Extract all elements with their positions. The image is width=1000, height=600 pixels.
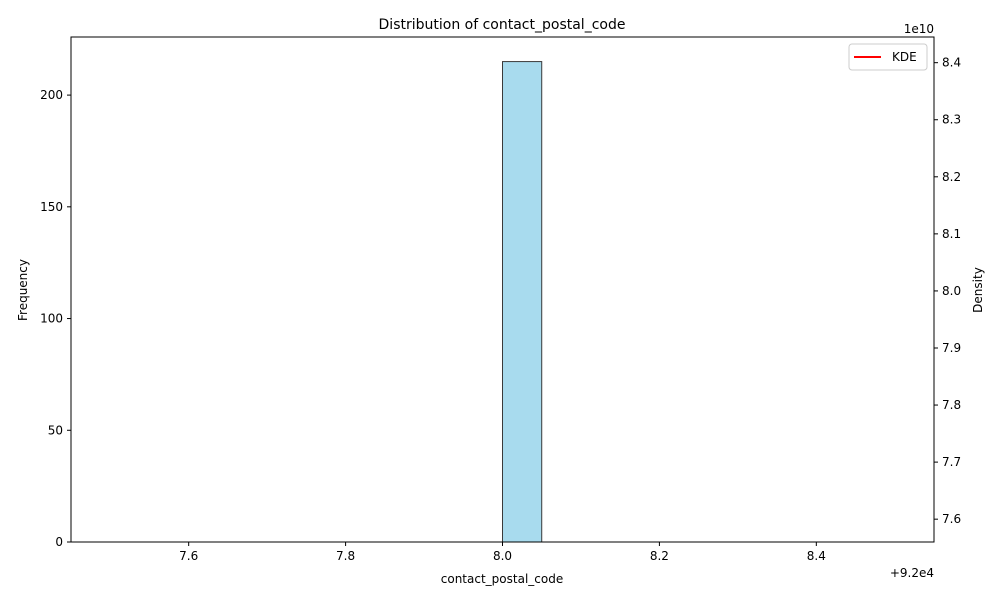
left-y-tick-label: 150: [40, 200, 63, 214]
x-axis-label: contact_postal_code: [441, 572, 563, 586]
left-y-tick-label: 0: [55, 535, 63, 549]
x-axis-ticks: 7.6 7.8 8.0 8.2 8.4: [179, 542, 826, 563]
right-axis-scale-label: 1e10: [904, 22, 934, 36]
right-y-tick-label: 8.1: [942, 227, 961, 241]
left-y-tick-label: 50: [48, 423, 63, 437]
right-y-axis-ticks: 7.6 7.7 7.8 7.9 8.0 8.1 8.2 8.3 8.4: [934, 56, 961, 526]
left-y-tick-label: 200: [40, 88, 63, 102]
chart-title: Distribution of contact_postal_code: [379, 17, 626, 33]
right-y-tick-label: 8.2: [942, 170, 961, 184]
left-y-axis-ticks: 0 50 100 150 200: [40, 88, 71, 549]
right-y-tick-label: 7.8: [942, 398, 961, 412]
right-y-tick-label: 8.3: [942, 113, 961, 127]
right-y-axis-label: Density: [971, 267, 985, 313]
right-y-tick-label: 7.6: [942, 512, 961, 526]
x-tick-label: 8.0: [493, 549, 512, 563]
x-tick-label: 8.4: [807, 549, 826, 563]
left-y-axis-label: Frequency: [16, 259, 30, 321]
legend-kde-label: KDE: [892, 50, 917, 64]
right-y-tick-label: 8.4: [942, 56, 961, 70]
x-tick-label: 7.6: [179, 549, 198, 563]
legend-box: [848, 43, 928, 71]
right-y-tick-label: 7.7: [942, 455, 961, 469]
legend: KDE: [848, 43, 928, 71]
bars-group: [502, 61, 543, 543]
x-tick-label: 7.8: [336, 549, 355, 563]
x-tick-label: 8.2: [650, 549, 669, 563]
left-y-tick-label: 100: [40, 312, 63, 326]
right-y-tick-label: 8.0: [942, 284, 961, 298]
histogram-bar-10: [502, 61, 543, 543]
x-axis-offset-label: +9.2e4: [890, 566, 934, 580]
right-y-tick-label: 7.9: [942, 341, 961, 355]
